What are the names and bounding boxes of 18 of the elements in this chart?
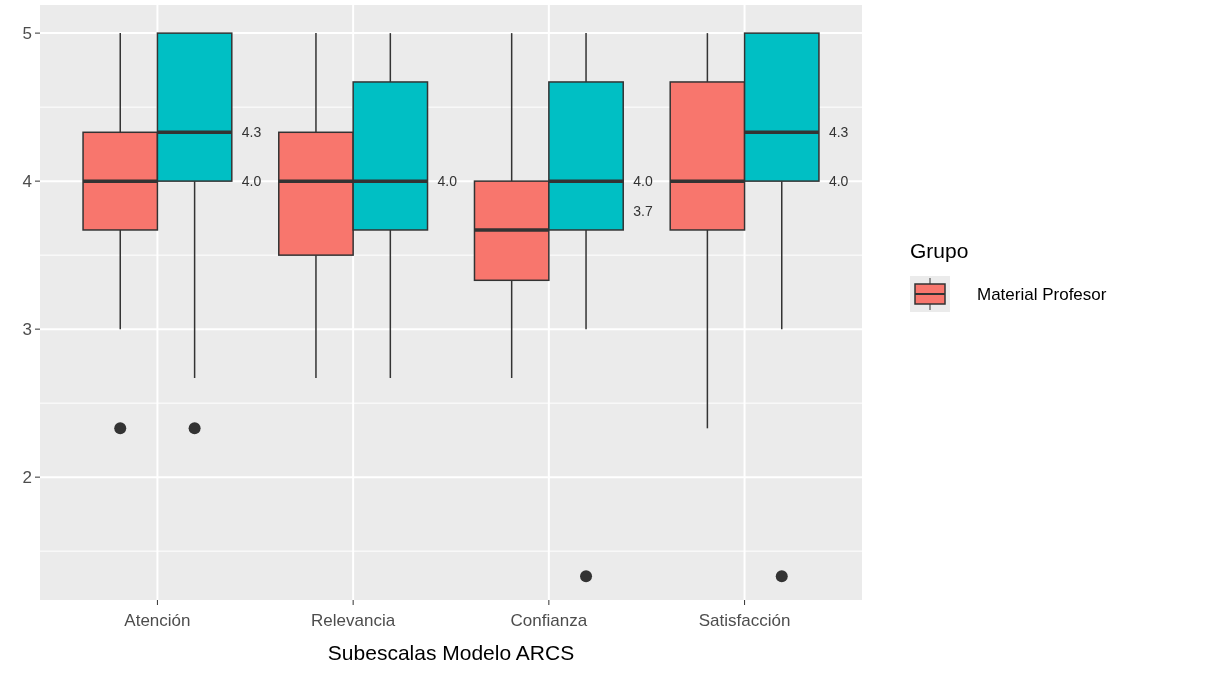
annotation: 4.0 xyxy=(633,172,653,189)
y-tick-label: 2 xyxy=(22,468,32,488)
y-tick-label: 5 xyxy=(22,24,32,44)
x-tick-label: Relevancia xyxy=(311,611,396,630)
annotation: 4.3 xyxy=(241,123,262,140)
legend-title: Grupo xyxy=(910,239,969,262)
legend-label: Material Profesor xyxy=(977,284,1107,304)
annotation: 4.3 xyxy=(828,123,849,140)
x-axis-title: Subescalas Modelo ARCS xyxy=(327,641,575,664)
annotation: 3.7 xyxy=(633,202,653,219)
annotation: 4.0 xyxy=(828,172,849,189)
annotation: 4.0 xyxy=(437,172,458,189)
x-tick-label: Confianza xyxy=(510,611,588,630)
y-tick-label: 4 xyxy=(22,172,32,192)
x-tick-label: Satisfacción xyxy=(698,611,791,630)
y-tick-label: 3 xyxy=(22,320,32,340)
x-tick-label: Atención xyxy=(124,611,191,630)
annotation: 4.0 xyxy=(241,172,262,189)
